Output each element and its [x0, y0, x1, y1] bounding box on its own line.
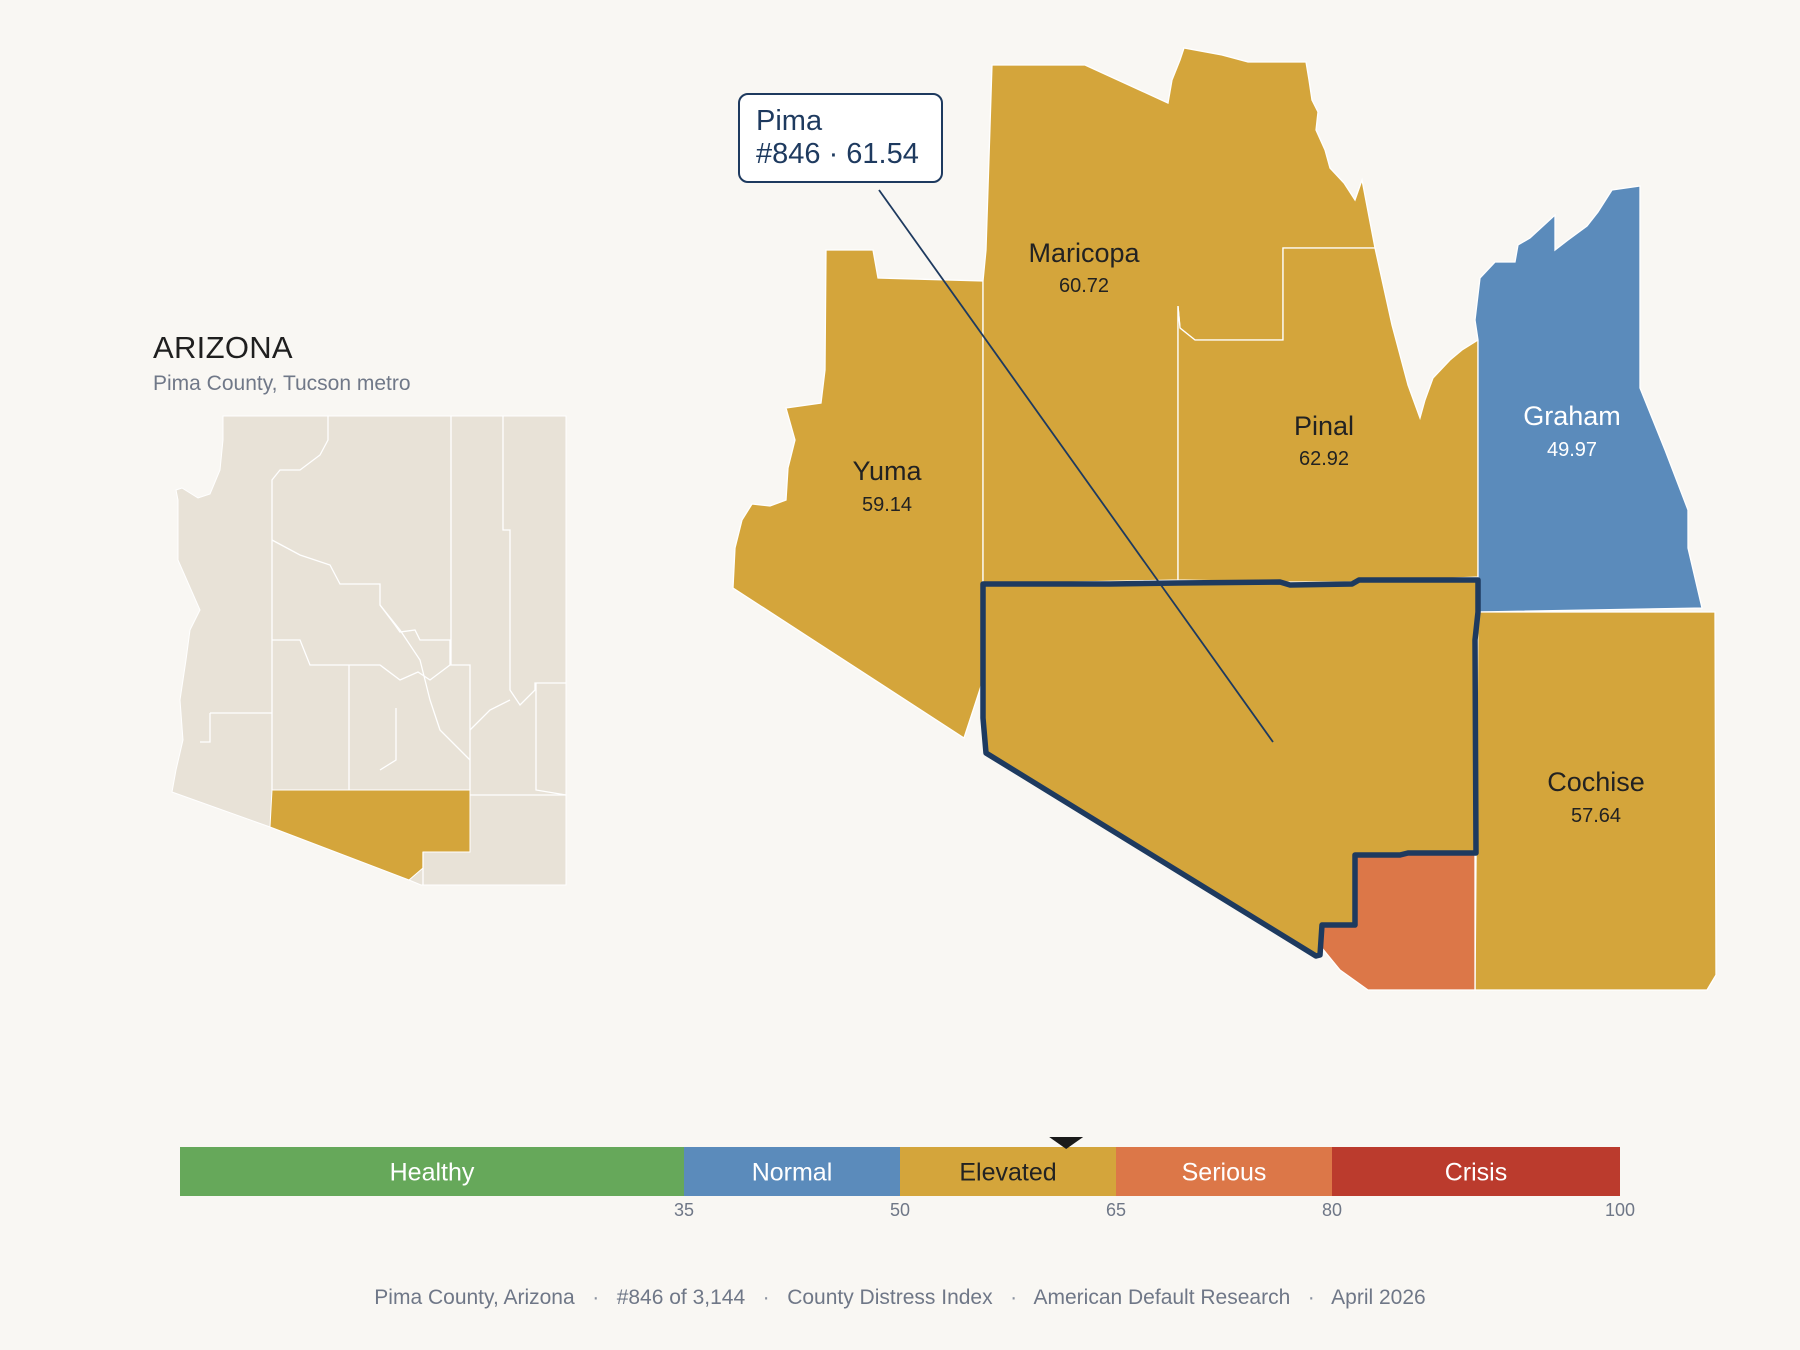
legend-label-normal: Normal [752, 1159, 833, 1187]
label-maricopa-value: 60.72 [1059, 275, 1109, 297]
main-map [732, 47, 1717, 991]
county-cochise[interactable] [1474, 611, 1717, 991]
state-subtitle: Pima County, Tucson metro [153, 372, 411, 395]
label-cochise-name: Cochise [1547, 767, 1645, 797]
footer-separator: · [1010, 1286, 1018, 1309]
county-pima[interactable] [980, 577, 1481, 959]
inset-state-body [171, 415, 567, 886]
arizona-inset-map [171, 415, 567, 886]
legend-segment-crisis [1332, 1147, 1620, 1196]
footer-rank: #846 of 3,144 [616, 1286, 746, 1309]
footer-date: April 2026 [1331, 1286, 1426, 1309]
label-cochise-value: 57.64 [1571, 805, 1621, 827]
county-yuma[interactable] [732, 249, 984, 740]
label-graham-name: Graham [1523, 401, 1621, 431]
callout-county-name: Pima [756, 105, 823, 137]
callout-leader-line [878, 189, 1274, 743]
pima-callout: Pima #846 · 61.54 [738, 93, 943, 183]
label-yuma-value: 59.14 [862, 494, 912, 516]
legend-label-crisis: Crisis [1445, 1159, 1508, 1187]
label-pinal-value: 62.92 [1299, 448, 1349, 470]
inset-county-lines [200, 416, 567, 885]
legend-segment-healthy [180, 1147, 684, 1196]
callout-rank-value: #846 · 61.54 [756, 138, 919, 170]
legend-value-marker [1049, 1137, 1084, 1149]
footer-caption: Pima County, Arizona · #846 of 3,144 · C… [0, 1286, 1800, 1310]
state-title: ARIZONA [153, 330, 293, 365]
legend-tick-label: 100 [1605, 1200, 1635, 1220]
legend-tick-label: 35 [674, 1200, 694, 1220]
label-pinal-name: Pinal [1294, 411, 1354, 441]
legend-label-healthy: Healthy [390, 1159, 475, 1187]
legend-label-elevated: Elevated [959, 1159, 1056, 1187]
footer-index-name: County Distress Index [787, 1286, 993, 1309]
legend-segment-elevated [900, 1147, 1116, 1196]
county-graham[interactable] [1474, 185, 1703, 613]
label-yuma-name: Yuma [852, 456, 922, 486]
county-labels: Maricopa 60.72 Yuma 59.14 Pinal 62.92 Gr… [852, 238, 1644, 827]
legend-tick-label: 65 [1106, 1200, 1126, 1220]
footer-source: American Default Research [1033, 1286, 1291, 1309]
footer-separator: · [592, 1286, 600, 1309]
footer-separator: · [1307, 1286, 1315, 1309]
legend-label-serious: Serious [1182, 1159, 1267, 1187]
footer-separator: · [762, 1286, 770, 1309]
legend-tick-label: 80 [1322, 1200, 1342, 1220]
label-graham-value: 49.97 [1547, 439, 1597, 461]
legend-tick-label: 50 [890, 1200, 910, 1220]
footer-county: Pima County, Arizona [374, 1286, 575, 1309]
legend-segment-normal [684, 1147, 900, 1196]
legend-segment-serious [1116, 1147, 1332, 1196]
legend-bar: Healthy Normal Elevated Serious Crisis 35 50 65… [180, 1137, 1635, 1220]
label-maricopa-name: Maricopa [1028, 238, 1140, 268]
